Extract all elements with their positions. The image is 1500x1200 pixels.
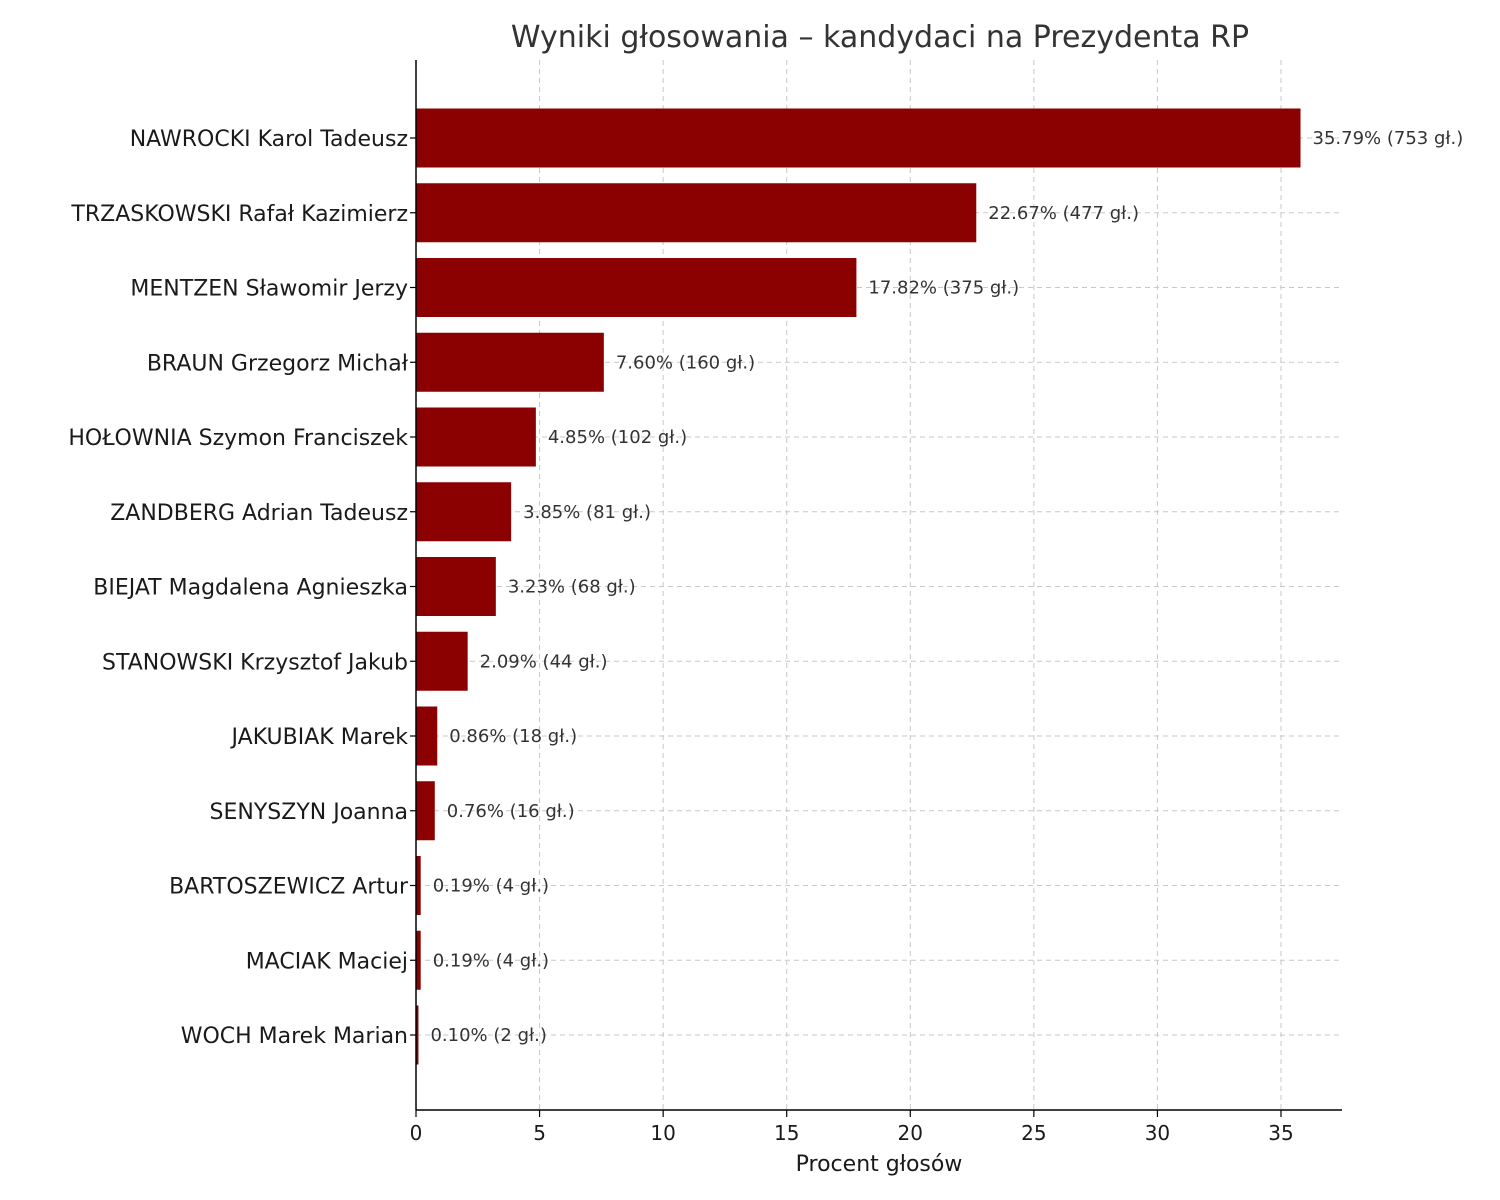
category-label: WOCH Marek Marian: [181, 1024, 408, 1049]
x-tick-label: 10: [650, 1121, 675, 1145]
axes: [415, 60, 1342, 1111]
bar: [416, 631, 468, 691]
category-label: MACIAK Maciej: [246, 949, 408, 974]
x-tick-label: 20: [898, 1121, 923, 1145]
x-tick-label: 25: [1021, 1121, 1046, 1145]
x-tick-label: 35: [1268, 1121, 1293, 1145]
category-label: BARTOSZEWICZ Artur: [169, 875, 409, 900]
x-axis-label: Procent głosów: [796, 1152, 963, 1177]
bar: [416, 258, 857, 317]
x-tick-label: 30: [1145, 1121, 1170, 1145]
x-tick-label: 15: [774, 1121, 799, 1145]
x-ticks: 0 5 10 15 20 25 30 35: [410, 137, 1294, 1145]
data-label: 0.86% (18 gł.): [449, 726, 577, 747]
bar: [416, 407, 536, 467]
category-label: TRZASKOWSKI Rafał Kazimierz: [70, 202, 408, 227]
bar: [416, 183, 977, 243]
x-tick-label: 0: [410, 1121, 423, 1145]
grid-lines: [416, 60, 1342, 1110]
data-label: 0.19% (4 gł.): [433, 876, 549, 897]
bar: [416, 1005, 419, 1065]
bar: [416, 930, 421, 990]
category-label: STANOWSKI Krzysztof Jakub: [102, 650, 408, 675]
data-label: 35.79% (753 gł.): [1313, 128, 1464, 149]
category-label: HOŁOWNIA Szymon Franciszek: [68, 426, 408, 451]
data-label: 3.23% (68 gł.): [508, 577, 636, 598]
bar: [416, 557, 496, 616]
data-label: 3.85% (81 gł.): [523, 502, 651, 523]
data-label: 7.60% (160 gł.): [616, 352, 755, 373]
chart-title: Wyniki głosowania – kandydaci na Prezyde…: [511, 20, 1249, 55]
data-label: 22.67% (477 gł.): [988, 203, 1139, 224]
category-label: NAWROCKI Karol Tadeusz: [130, 127, 408, 152]
category-label: MENTZEN Sławomir Jerzy: [130, 277, 408, 302]
x-tick-label: 5: [533, 1121, 546, 1145]
category-label: SENYSZYN Joanna: [210, 800, 408, 825]
bar: [416, 482, 512, 542]
category-labels: NAWROCKI Karol Tadeusz TRZASKOWSKI Rafał …: [68, 127, 409, 1049]
data-label: 0.10% (2 gł.): [430, 1025, 546, 1046]
data-label: 4.85% (102 gł.): [548, 427, 687, 448]
category-label: BIEJAT Magdalena Agnieszka: [93, 576, 408, 601]
category-label: JAKUBIAK Marek: [230, 725, 409, 750]
data-label: 17.82% (375 gł.): [868, 278, 1019, 299]
bar: [416, 781, 435, 841]
bar: [416, 706, 438, 766]
data-label: 2.09% (44 gł.): [480, 651, 608, 672]
bar: [416, 856, 421, 915]
bars: [416, 108, 1301, 1065]
category-label: BRAUN Grzegorz Michał: [147, 351, 409, 376]
category-label: ZANDBERG Adrian Tadeusz: [110, 501, 408, 526]
bar: [416, 332, 604, 392]
data-label: 0.19% (4 gł.): [433, 950, 549, 971]
data-label: 0.76% (16 gł.): [447, 801, 575, 822]
data-labels: 35.79% (753 gł.) 22.67% (477 gł.) 17.82% (…: [430, 128, 1463, 1046]
bar: [416, 108, 1301, 168]
